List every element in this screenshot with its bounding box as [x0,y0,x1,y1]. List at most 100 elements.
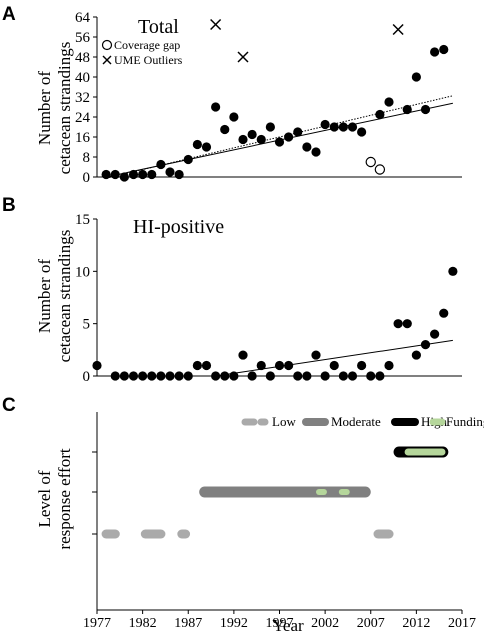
panel-a-data-point [128,169,139,180]
panel-c-x-tick-label: 1997 [266,616,294,631]
panel-a-data-point [311,147,321,157]
panel-c-letter: C [2,395,16,416]
panel-a-y-tick-label: 56 [75,30,91,46]
panel-a-data-point [402,104,412,115]
panel-b-title: HI-positive [133,216,224,238]
panel-c-x-tick-label: 1982 [129,616,157,631]
panel-c-x-tick-label: 1987 [174,616,202,631]
panel-a-y-tick-label: 8 [83,150,91,166]
panel-b-data-point [357,360,367,371]
panel-a-y-tick-label: 64 [75,10,91,26]
panel-a-data-point [247,129,257,140]
panel-a-data-point [329,122,339,132]
panel-a-y-tick-label: 40 [75,70,90,86]
panel-a-data-point [265,122,275,132]
panel-c-x-tick-label: 2012 [402,616,430,631]
panel-b-y-label: Number of cetacean strandings [35,230,74,363]
panel-a-data-point [138,169,148,180]
panel-c-x-tick-label: 1977 [83,616,111,631]
panel-a-ume-outlier-point [392,23,404,36]
panel-b-y-tick-label: 15 [75,212,90,228]
panel-b-data-point [165,371,175,381]
panel-a-data-point [357,127,367,137]
panel-c-x-tick-label: 2002 [311,616,339,631]
panel-a-data-point [274,137,285,147]
panel-a-data-point [293,127,303,137]
panel-b-data-point [338,371,348,381]
panel-b-data-point [329,360,339,371]
panel-b-y-tick-label: 10 [75,264,90,280]
panel-b-data-point [256,360,266,371]
panel-a-y-label-line1: Number of [35,71,54,145]
panel-b-data-point [320,371,330,381]
panel-c-y-label-line1: Level of [35,470,54,527]
panel-a-data-point [430,47,440,57]
panel-a-data-point [420,104,431,115]
panel-a-y-tick-label: 0 [83,170,91,186]
panel-a-title: Total [138,16,179,38]
panel-b: B Number of cetacean strandings HI-posit… [2,195,462,385]
panel-a-data-point [347,122,358,132]
panel-a-data-point [256,134,266,145]
legend-coverage-gap-marker [101,39,113,51]
panel-c-x-tick-label: 2007 [357,616,385,631]
panel-c-x-tick-label: 1992 [220,616,248,631]
panel-b-y-tick-label: 0 [83,369,91,385]
panel-b-data-point [265,371,275,381]
panel-b-data-point [119,371,129,381]
panel-c: C Level of response effort Low Moderate … [2,395,484,635]
panel-b-data-point [247,371,257,381]
panel-b-data-point [375,371,385,381]
panel-a-y-tick-label: 32 [75,90,90,106]
panel-b-data-point [302,371,312,381]
panel-b-data-point [347,371,358,381]
panel-a-data-point [174,169,184,180]
panel-b-data-point [284,360,294,371]
panel-b-data-point [402,319,412,329]
panel-b-letter: B [2,195,16,216]
panel-b-data-point [238,350,248,360]
panel-b-data-point [384,360,394,371]
panel-a-data-point [302,142,312,152]
funding-bar [402,446,448,458]
panel-a-data-point [220,124,230,135]
panel-b-data-point [128,371,139,381]
panel-a-data-point [238,134,248,145]
panel-a-data-point [375,109,385,120]
panel-a-coverage-gap-point [374,164,386,175]
panel-b-data-point [211,371,221,381]
legend-funding-label: Funding [446,414,484,429]
panel-a-data-point [147,169,157,180]
panel-a-letter: A [2,4,16,25]
panel-a-data-point [229,112,239,122]
panel-a-data-point [211,102,221,112]
panel-b-data-point [138,371,148,381]
panel-b-data-point [430,329,440,339]
panel-a-data-point [119,172,129,182]
panel-a-y-tick-label: 48 [75,50,90,66]
panel-c-x-tick-label: 2017 [448,616,476,631]
panel-a-coverage-gap-point [365,156,376,168]
legend-ume-outliers-label: UME Outliers [114,53,183,67]
panel-b-data-point [174,371,184,381]
panel-a-data-point [101,169,111,180]
panel-c-plot: 1977 1982 1987 1992 1997 2002 2007 2012 2017 [83,412,476,631]
panel-a-data-point [201,142,212,152]
panel-a-y-label: Number of cetacean strandings [35,42,74,175]
panel-c-y-label-line2: response effort [55,448,74,549]
panel-a-data-point [192,139,202,150]
panel-b-data-point [110,371,120,381]
panel-a: A Number of cetacean strandings Total Co… [2,4,462,186]
panel-b-data-point [229,371,239,381]
panel-a-ume-outlier-point [210,18,222,31]
panel-b-y-label-line1: Number of [35,259,54,333]
panel-b-trendline-solid [215,339,453,377]
panel-a-data-point [439,44,449,55]
panel-b-data-point [156,371,166,381]
legend-low-label: Low [272,414,296,429]
panel-a-legend: Coverage gap UME Outliers [101,38,183,67]
panel-b-y-tick-label: 5 [83,317,91,333]
panel-b-data-point [311,350,321,360]
panel-a-ume-outlier-point [237,51,249,63]
